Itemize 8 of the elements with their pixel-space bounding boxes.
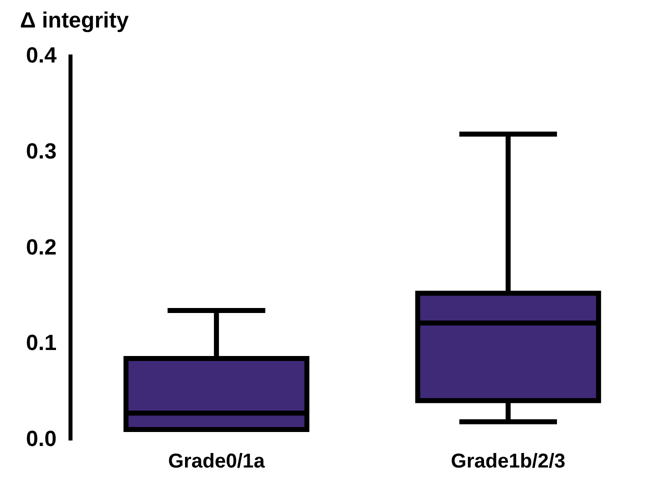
- y-axis-title: Δ integrity: [20, 7, 130, 32]
- x-tick-label: Grade1b/2/3: [450, 450, 566, 473]
- x-tick-label: Grade0/1a: [168, 450, 266, 473]
- y-tick-label: 0.1: [26, 330, 57, 356]
- y-tick-label: 0.0: [26, 426, 57, 452]
- y-tick-label: 0.3: [26, 138, 57, 164]
- y-tick-label: 0.2: [26, 234, 57, 260]
- y-tick-label: 0.4: [26, 42, 58, 68]
